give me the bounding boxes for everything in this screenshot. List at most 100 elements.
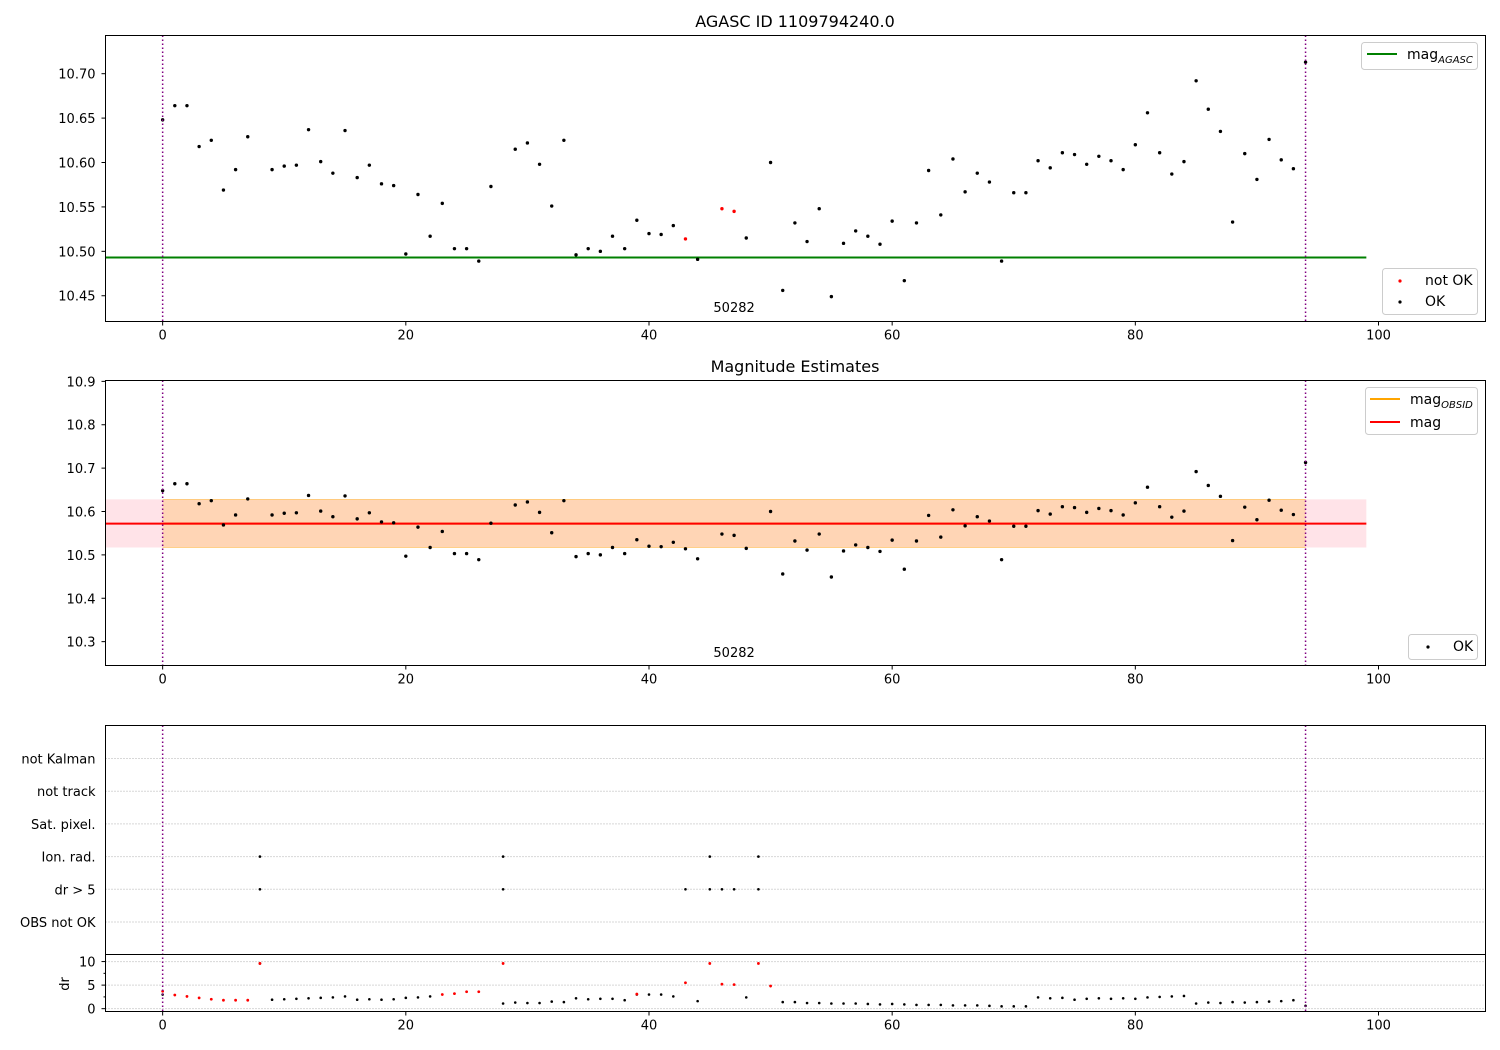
ok-point	[1303, 460, 1308, 465]
dr-point	[647, 993, 651, 996]
ok-point	[622, 551, 627, 556]
dr-point	[915, 1003, 918, 1007]
panel-1-axes: 0 20 40 60 80 100 10.45 10.50 10.55 10.60 10.65 10.…	[58, 68, 1391, 344]
y-tick-label: 10.3	[67, 636, 96, 651]
panel-agasc: AGASC ID 1109794240.0 50282 0 20 40 60 80 100…	[58, 12, 1486, 344]
y-tick-label: 10.5	[67, 549, 96, 564]
dr-point	[282, 997, 286, 1001]
ok-point	[1036, 508, 1040, 513]
dr-point-red	[440, 993, 444, 996]
ok-point	[525, 141, 530, 145]
ok-point	[1133, 501, 1138, 505]
dr-point	[842, 1002, 845, 1005]
flag-marker	[501, 855, 505, 858]
flag-row-label: Ion. rad.	[42, 851, 96, 866]
ok-point	[683, 547, 688, 551]
ok-point	[209, 138, 213, 143]
y-tick-label: 0	[87, 1003, 95, 1018]
panel-3-plot-area	[105, 725, 1486, 1012]
y-tick-label: 10	[79, 956, 96, 971]
ok-point	[1012, 524, 1016, 528]
panel-1-frame	[105, 35, 1486, 322]
ok-point	[440, 201, 444, 206]
y-tick-label: 10.8	[67, 419, 96, 434]
ok-point	[173, 103, 177, 108]
ok-point	[853, 229, 858, 233]
x-tick-label: 20	[398, 329, 415, 344]
ok-point	[866, 234, 870, 238]
dr-point	[1012, 1005, 1016, 1008]
ok-point	[635, 538, 639, 542]
dr-point	[854, 1002, 857, 1005]
dr-point	[1231, 1000, 1234, 1004]
ok-point	[440, 529, 444, 534]
legend-mag-obsid-name: mag	[1410, 392, 1441, 408]
ok-point	[963, 190, 967, 194]
dr-point-red	[465, 990, 469, 994]
panel-1-title: AGASC ID 1109794240.0	[695, 12, 895, 31]
dr-point	[1292, 998, 1295, 1002]
ok-point	[160, 488, 165, 493]
ok-point	[610, 234, 615, 238]
ok-point	[1157, 505, 1162, 509]
ok-point	[1194, 469, 1198, 474]
dr-point	[1085, 997, 1088, 1001]
ok-point	[732, 533, 736, 538]
ok-point	[489, 184, 493, 189]
ok-point	[513, 503, 517, 507]
dr-point	[696, 999, 699, 1003]
dr-point	[1267, 1000, 1271, 1003]
ok-point	[951, 508, 955, 512]
flag-marker	[258, 888, 262, 891]
ok-point	[562, 498, 566, 503]
ok-point	[404, 252, 408, 256]
dr-point	[1219, 1001, 1222, 1005]
dr-point	[1073, 998, 1076, 1002]
ok-point	[1157, 151, 1162, 155]
legend-mag-agasc-name: mag	[1407, 47, 1438, 63]
dr-point	[805, 1001, 809, 1005]
dr-point	[1000, 1005, 1003, 1008]
dr-point-red	[246, 998, 250, 1002]
ok-point	[1072, 505, 1077, 510]
not-ok-point	[683, 237, 688, 241]
ok-point	[829, 294, 834, 299]
ok-point	[331, 515, 335, 519]
dr-point	[659, 993, 663, 996]
dr-point	[1109, 997, 1113, 1001]
flag-row-label: Sat. pixel.	[31, 818, 95, 833]
ok-point	[939, 535, 943, 539]
ok-point	[1145, 111, 1150, 115]
ok-point	[270, 513, 274, 517]
dr-point	[672, 995, 675, 998]
dr-point-red	[197, 996, 201, 1000]
dr-point	[1061, 996, 1064, 1000]
dr-point	[830, 1002, 833, 1005]
ok-point	[537, 162, 542, 166]
ok-point	[428, 234, 432, 238]
ok-point	[1291, 512, 1296, 517]
y-tick-label: 10.45	[58, 290, 95, 305]
ok-point	[999, 557, 1004, 562]
ok-point	[477, 259, 481, 263]
legend-ok-2: OK	[1453, 639, 1474, 655]
x-tick-label: 60	[884, 329, 901, 344]
ok-point	[1048, 166, 1052, 170]
ok-point	[926, 168, 931, 173]
dr-point	[951, 1004, 955, 1007]
dr-point	[1024, 1005, 1028, 1008]
ok-point	[1084, 510, 1089, 515]
dr-point	[368, 997, 371, 1001]
ok-point	[1279, 158, 1283, 162]
dr-point	[793, 1000, 797, 1004]
flag-row-label: not Kalman	[21, 753, 95, 768]
ok-point	[1012, 191, 1016, 195]
ok-point	[209, 498, 213, 503]
panel-1-legend-points: not OK OK	[1382, 268, 1478, 315]
flag-marker	[501, 888, 505, 891]
ok-point	[525, 500, 530, 504]
legend-ok: OK	[1425, 294, 1446, 310]
ok-point	[233, 513, 238, 517]
panel-1-plot-area	[105, 35, 1367, 322]
dr-point-red	[209, 997, 213, 1001]
